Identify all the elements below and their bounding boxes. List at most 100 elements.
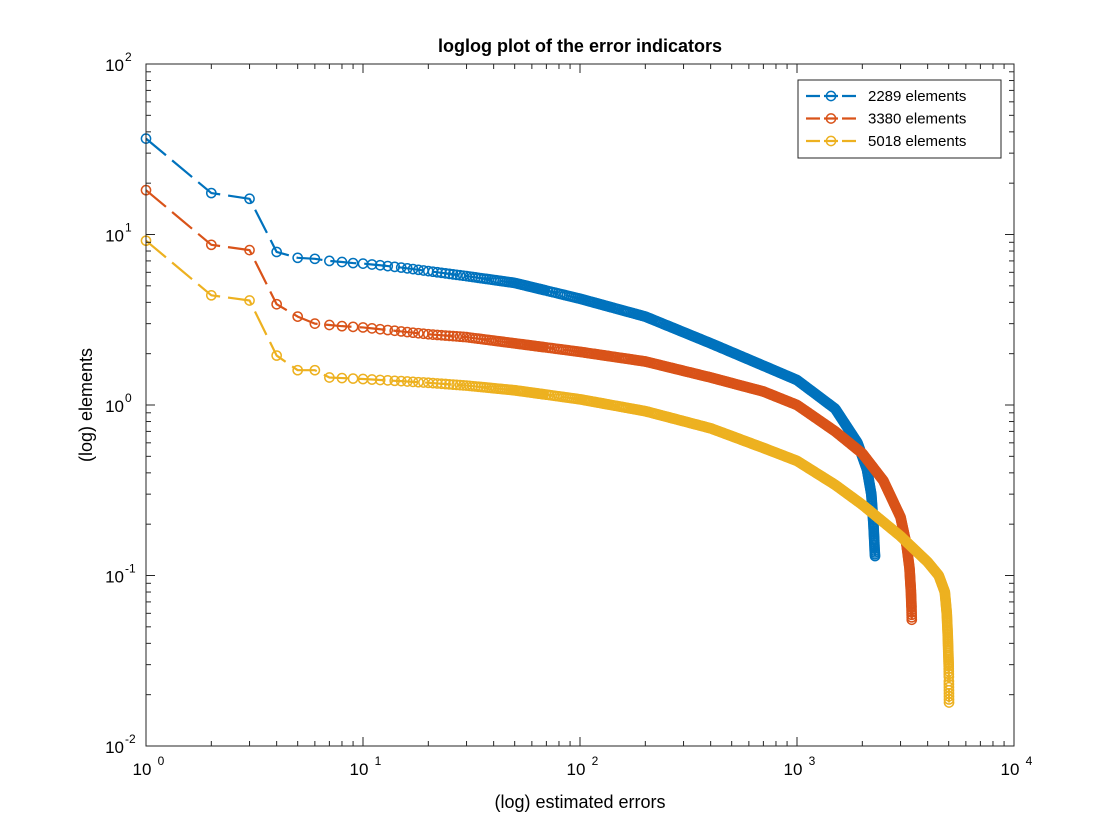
data-point xyxy=(407,376,419,388)
x-tick-label: 10 xyxy=(784,760,803,779)
y-tick-exponent: 2 xyxy=(125,50,132,64)
data-point xyxy=(366,259,378,270)
data-point xyxy=(271,350,282,361)
series-3 xyxy=(140,235,955,708)
y-tick-label: 10 xyxy=(105,56,124,75)
x-axis-label: (log) estimated errors xyxy=(494,792,665,812)
data-point xyxy=(451,379,462,391)
data-point xyxy=(205,187,217,199)
y-tick-label: 10 xyxy=(105,397,124,416)
data-point xyxy=(395,326,407,337)
data-point xyxy=(374,323,386,335)
legend-label-2: 3380 elements xyxy=(868,111,966,128)
data-point xyxy=(347,321,359,333)
data-point xyxy=(906,614,918,626)
data-point xyxy=(244,244,255,256)
data-point xyxy=(407,263,419,275)
data-point xyxy=(451,269,462,281)
legend-label-3: 5018 elements xyxy=(868,133,966,150)
data-point xyxy=(413,376,424,388)
data-point xyxy=(324,255,335,267)
legend-label-1: 2289 elements xyxy=(868,88,966,105)
data-point xyxy=(336,372,348,384)
x-tick-exponent: 0 xyxy=(158,754,165,768)
y-tick-exponent: 0 xyxy=(125,391,132,405)
data-point xyxy=(292,364,304,376)
axes-layer: 10 0 10 1 10 2 10 3 10 410 -210 -110 010 110 2 xyxy=(105,50,1033,779)
axes-box xyxy=(146,64,1014,746)
data-point xyxy=(382,375,394,386)
x-tick-exponent: 3 xyxy=(809,754,816,768)
legend-marker-2 xyxy=(825,113,837,124)
y-tick-label: 10 xyxy=(105,227,124,246)
data-point xyxy=(366,323,378,334)
data-point xyxy=(324,372,335,383)
data-point xyxy=(447,269,459,280)
data-point xyxy=(324,319,335,331)
data-point xyxy=(395,375,407,387)
data-point xyxy=(436,267,447,279)
y-tick-label: 10 xyxy=(105,738,124,757)
y-tick-label: 10 xyxy=(105,568,124,587)
series-2 xyxy=(140,184,918,626)
data-point xyxy=(440,330,451,341)
y-tick-exponent: 1 xyxy=(125,221,132,235)
data-point xyxy=(309,364,321,376)
data-point xyxy=(943,697,955,708)
data-point xyxy=(407,327,419,339)
data-point xyxy=(389,261,401,273)
data-point xyxy=(401,376,413,387)
data-point xyxy=(347,257,359,269)
data-point xyxy=(444,268,455,280)
legend: 2289 elements 3380 elements 5018 elements xyxy=(797,79,1002,159)
x-tick-exponent: 4 xyxy=(1026,754,1033,768)
data-point xyxy=(431,266,443,278)
data-point xyxy=(943,671,955,683)
data-point xyxy=(401,326,413,338)
data-point xyxy=(374,374,386,386)
data-point xyxy=(431,329,443,341)
data-point xyxy=(401,262,413,274)
series-layer xyxy=(140,133,955,708)
data-point xyxy=(447,379,459,390)
data-point xyxy=(440,378,451,390)
plot-area xyxy=(146,64,1014,746)
x-tick-label: 10 xyxy=(133,760,152,779)
chart-title: loglog plot of the error indicators xyxy=(438,36,722,56)
data-point xyxy=(205,239,217,251)
data-point xyxy=(374,259,386,271)
x-tick-label: 10 xyxy=(567,760,586,779)
data-point xyxy=(336,320,348,332)
y-tick-exponent: -1 xyxy=(125,562,136,576)
data-point xyxy=(451,331,462,342)
data-point xyxy=(382,324,394,336)
data-point xyxy=(271,298,282,310)
data-point xyxy=(309,253,321,265)
y-tick-exponent: -2 xyxy=(125,732,136,746)
data-point xyxy=(292,311,304,322)
data-point xyxy=(436,378,447,390)
data-point xyxy=(309,318,321,329)
data-point xyxy=(292,252,304,264)
data-point xyxy=(336,256,348,268)
y-axis-label: (log) elements xyxy=(76,348,96,462)
data-point xyxy=(440,268,451,279)
data-point xyxy=(244,295,255,306)
data-point xyxy=(205,289,217,301)
data-point xyxy=(244,193,255,205)
data-point xyxy=(447,330,459,342)
data-point xyxy=(389,375,401,387)
data-point xyxy=(943,694,955,705)
legend-marker-3 xyxy=(825,135,837,147)
x-tick-exponent: 1 xyxy=(375,754,382,768)
data-point xyxy=(943,691,955,702)
data-point xyxy=(413,327,424,339)
data-point xyxy=(444,378,455,390)
data-point xyxy=(869,550,881,562)
data-point xyxy=(271,246,282,258)
x-tick-exponent: 2 xyxy=(592,754,599,768)
data-point xyxy=(366,374,378,385)
data-point xyxy=(395,262,407,273)
data-point xyxy=(431,378,443,389)
